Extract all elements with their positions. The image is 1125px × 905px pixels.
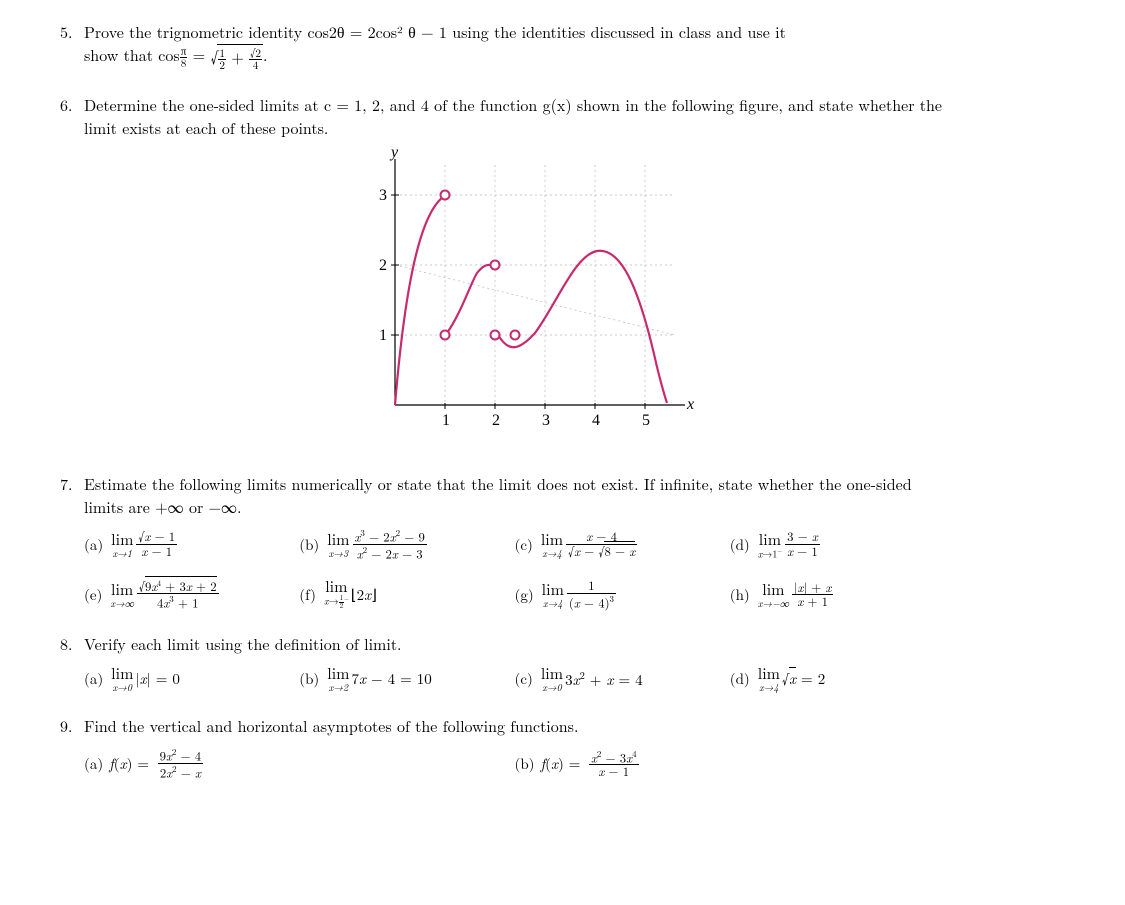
- p7-a: (a) limx→1 √x − 1x − 1: [84, 528, 299, 560]
- problem-number: 9.: [60, 714, 72, 737]
- lim: limx→4: [542, 581, 564, 608]
- problem-number: 6.: [60, 93, 72, 116]
- part-label: (a): [84, 753, 103, 774]
- figure-gx: 1 2 3 4 5 1 2 3 x y: [84, 145, 945, 450]
- ytick-2: 2: [379, 257, 387, 274]
- frac: |x| + xx + 1: [792, 581, 833, 609]
- lim: limx→0: [541, 665, 563, 692]
- p9-b: (b) f(x) = x2 − 3x4x − 1: [515, 747, 946, 779]
- axes: [395, 159, 685, 405]
- problem-text: Find the vertical and horizontal asympto…: [84, 714, 578, 737]
- lim: limx→∞: [110, 581, 134, 608]
- frac: 9x2 − 42x2 − x: [158, 747, 204, 779]
- problem-text-line1: Prove the trignometric identity cos2θ = …: [84, 20, 786, 43]
- xtick-1: 1: [442, 412, 450, 429]
- lim: limx→1: [111, 531, 133, 558]
- p7-e: (e) limx→∞ √9x4 + 3x + 24x3 + 1: [84, 578, 299, 610]
- p7-c: (c) limx→4 x − 4√x − √8 − x: [515, 528, 730, 560]
- lim: limx→0: [111, 665, 133, 692]
- lim: limx→2: [327, 665, 349, 692]
- part-label: (h): [730, 584, 750, 605]
- part-label: (d): [730, 668, 750, 689]
- part-label: (g): [515, 584, 534, 605]
- problem-9: 9. Find the vertical and horizontal asym…: [60, 714, 945, 779]
- part-label: (b): [515, 753, 535, 774]
- p7-f: (f) limx→12− ⌊2x⌋: [299, 578, 514, 610]
- part-label: (c): [515, 534, 533, 555]
- body: |x| = 0: [135, 668, 179, 689]
- p8-d: (d) limx→4 √x = 2: [730, 665, 945, 692]
- part-label: (d): [730, 534, 750, 555]
- part-label: (e): [84, 584, 102, 605]
- body: 3x2 + x = 4: [565, 668, 643, 690]
- p9-a: (a) f(x) = 9x2 − 42x2 − x: [84, 747, 515, 779]
- problem-text-line2-pre: show that cos: [84, 43, 180, 66]
- problem-6: 6. Determine the one-sided limits at c =…: [60, 93, 945, 450]
- period: .: [263, 43, 267, 66]
- p8-a: (a) limx→0 |x| = 0: [84, 665, 299, 692]
- problem-number: 8.: [60, 632, 72, 655]
- problem-8: 8. Verify each limit using the definitio…: [60, 632, 945, 692]
- p7-g: (g) limx→4 1(x − 4)3: [515, 578, 730, 610]
- p7-d: (d) limx→1− 3 − xx − 1: [730, 528, 945, 560]
- ytick-3: 3: [379, 187, 387, 204]
- part-label: (f): [299, 584, 316, 605]
- body: √x = 2: [782, 668, 825, 689]
- problem-text: Verify each limit using the definition o…: [84, 632, 402, 655]
- frac-r2-4: √24: [249, 48, 262, 71]
- curve: [395, 197, 667, 405]
- xtick-4: 4: [592, 412, 600, 429]
- frac: x − 4√x − √8 − x: [566, 530, 637, 558]
- lhs: f: [541, 753, 546, 774]
- frac: √9x4 + 3x + 24x3 + 1: [137, 579, 219, 609]
- x-axis-label: x: [686, 396, 694, 413]
- outer-sqrt: 12 + √24: [210, 44, 263, 71]
- frac: 3 − xx − 1: [785, 530, 820, 558]
- lim: limx→4: [541, 531, 563, 558]
- p7-row2: (e) limx→∞ √9x4 + 3x + 24x3 + 1 (f) limx…: [84, 578, 945, 610]
- body: 7x − 4 = 10: [352, 668, 432, 689]
- frac-half: 12: [218, 48, 226, 71]
- p8-row: (a) limx→0 |x| = 0 (b) limx→2 7x − 4 = 1…: [84, 665, 945, 692]
- p7-h: (h) limx→−∞ |x| + xx + 1: [730, 578, 945, 610]
- lhs: f: [109, 753, 114, 774]
- ytick-1: 1: [379, 327, 387, 344]
- xtick-2: 2: [492, 412, 500, 429]
- plus-sign: +: [226, 45, 249, 68]
- equals: =: [187, 43, 210, 66]
- lim: limx→1−: [758, 531, 782, 558]
- lim: limx→4: [758, 665, 780, 692]
- gx-plot: 1 2 3 4 5 1 2 3 x y: [335, 145, 695, 445]
- problem-number: 5.: [60, 20, 72, 43]
- p7-b: (b) limx→3 x3 − 2x2 − 9x2 − 2x − 3: [299, 528, 514, 560]
- body: ⌊2x⌋: [351, 584, 377, 605]
- part-label: (c): [515, 668, 533, 689]
- frac: x3 − 2x2 − 9x2 − 2x − 3: [353, 528, 427, 560]
- p9-row: (a) f(x) = 9x2 − 42x2 − x (b) f(x) = x2 …: [84, 747, 945, 779]
- frac: √x − 1x − 1: [136, 530, 177, 558]
- part-label: (a): [84, 534, 103, 555]
- lim: limx→−∞: [758, 581, 789, 608]
- part-label: (b): [299, 534, 319, 555]
- xtick-3: 3: [542, 412, 550, 429]
- p8-b: (b) limx→2 7x − 4 = 10: [299, 665, 514, 692]
- problem-text: Estimate the following limits numericall…: [84, 472, 912, 518]
- problem-list: 5. Prove the trignometric identity cos2θ…: [60, 20, 945, 780]
- p8-c: (c) limx→0 3x2 + x = 4: [515, 665, 730, 692]
- xtick-5: 5: [642, 412, 650, 429]
- frac: 1(x − 4)3: [567, 579, 616, 609]
- frac: x2 − 3x4x − 1: [589, 749, 639, 779]
- ticks: [391, 195, 645, 409]
- part-label: (a): [84, 668, 103, 689]
- p7-row1: (a) limx→1 √x − 1x − 1 (b) limx→3 x3 − 2…: [84, 528, 945, 560]
- axis-labels: 1 2 3 4 5 1 2 3 x y: [379, 145, 694, 429]
- problem-5: 5. Prove the trignometric identity cos2θ…: [60, 20, 945, 71]
- y-axis-label: y: [389, 145, 399, 161]
- lim: limx→12−: [324, 578, 349, 610]
- problem-7: 7. Estimate the following limits numeric…: [60, 472, 945, 610]
- part-label: (b): [299, 668, 319, 689]
- problem-text: Determine the one-sided limits at c = 1,…: [84, 93, 942, 139]
- problem-number: 7.: [60, 472, 72, 495]
- lim: limx→3: [327, 531, 349, 558]
